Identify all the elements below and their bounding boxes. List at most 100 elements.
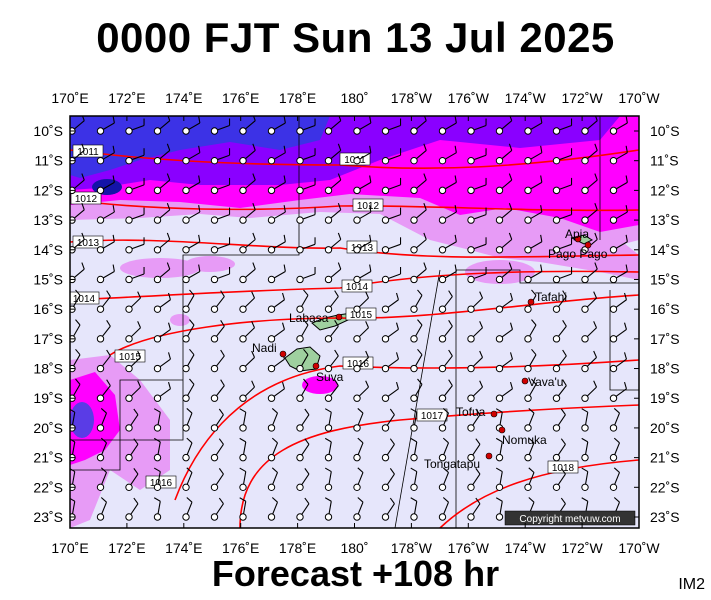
isobar-line [174,359,639,501]
wind-barb [438,497,450,521]
wind-barb [552,207,573,224]
wind-barb [495,322,513,343]
lat-label-left: 19˚S [33,390,63,406]
svg-text:1012: 1012 [357,201,380,212]
place-label: Pago Pago [548,247,608,261]
wind-barb [125,408,139,432]
wind-barb [210,438,224,462]
wind-barb [324,497,333,521]
wind-barb [609,407,621,432]
wind-barb [581,116,598,135]
wind-barb [267,175,286,195]
lat-label-right: 11˚S [650,153,679,169]
wind-barb [96,349,111,373]
wind-barb [239,321,256,343]
wind-barb [96,320,111,343]
wind-barb [438,145,457,165]
wind-barb [182,234,201,254]
wind-barb [239,262,256,284]
lon-label-top: 174˚E [165,90,202,106]
wind-barb [267,381,285,402]
boundary-line [609,290,639,391]
wind-barb [210,290,225,313]
lat-label-right: 19˚S [650,390,680,406]
lat-label-right: 16˚S [650,301,680,317]
place-label: Tofua [456,405,486,419]
svg-text:1014: 1014 [346,282,369,293]
wind-barb [524,437,535,462]
wind-barb [438,320,453,343]
wind-barb [182,205,201,224]
wind-barb [96,467,108,492]
wind-barb [267,264,286,284]
lat-label-right: 23˚S [650,509,680,525]
wind-barb [239,437,247,462]
wind-barb [296,438,310,462]
wind-barb [353,205,372,224]
wind-barb [239,350,256,373]
wind-barb [267,322,285,343]
city-marker [498,426,506,434]
lon-label-bottom: 174˚W [505,540,547,556]
wind-barb [239,408,247,432]
wind-barb [324,349,339,373]
wind-barb [467,497,481,521]
city-marker [485,452,493,460]
boundary-line [70,379,183,471]
lat-label-left: 23˚S [33,509,63,525]
wind-barb [125,207,145,224]
lat-label-left: 13˚S [33,212,63,228]
wind-barb [524,234,543,254]
wind-barb [353,437,364,462]
wind-barb [324,408,333,432]
wind-barb [353,497,364,521]
city-marker [521,377,529,385]
wind-barb [581,262,598,284]
wind-barb [267,467,279,492]
place-label: Tafahi [535,290,567,304]
wind-barb [125,438,139,462]
land-viti-levu [284,346,321,372]
wind-barb [581,437,589,462]
lon-label-bottom: 176˚W [448,540,490,556]
svg-text:1013: 1013 [77,238,100,249]
lat-label-right: 17˚S [650,331,680,347]
wind-barb [182,319,195,343]
wind-barb [438,205,457,224]
lat-label-left: 17˚S [33,331,63,347]
lon-label-top: 178˚W [391,90,433,106]
wind-barb [324,262,342,284]
wind-barb [381,266,402,284]
lat-label-left: 14˚S [33,242,63,258]
lon-label-bottom: 170˚E [51,540,88,556]
lat-label-right: 12˚S [650,182,680,198]
lat-label-left: 20˚S [33,420,63,436]
wind-barb [495,143,513,165]
place-label: Labasa [289,311,329,325]
lat-label-right: 13˚S [650,212,680,228]
svg-text:1013: 1013 [351,243,374,254]
svg-text:1015: 1015 [119,352,142,363]
wind-barb [296,497,310,521]
wind-barb [467,177,487,195]
wind-barb [153,467,162,492]
wind-barb [296,237,316,254]
city-marker [335,313,343,321]
wind-barb [296,118,316,135]
wind-barb [353,264,372,284]
wind-barb [125,350,142,373]
lat-label-right: 20˚S [650,420,680,436]
wind-barb [438,467,450,492]
wind-barb [153,203,171,224]
wind-barb [353,175,372,195]
wind-barb [125,468,139,492]
lat-label-right: 15˚S [650,271,680,287]
wind-barb [438,175,457,195]
wind-barb [410,262,427,284]
city-marker [279,350,287,358]
wind-barb [581,173,598,195]
wind-barb [210,468,224,492]
wind-barb [581,467,589,492]
wind-barb [581,203,598,224]
wind-barb [609,292,627,313]
